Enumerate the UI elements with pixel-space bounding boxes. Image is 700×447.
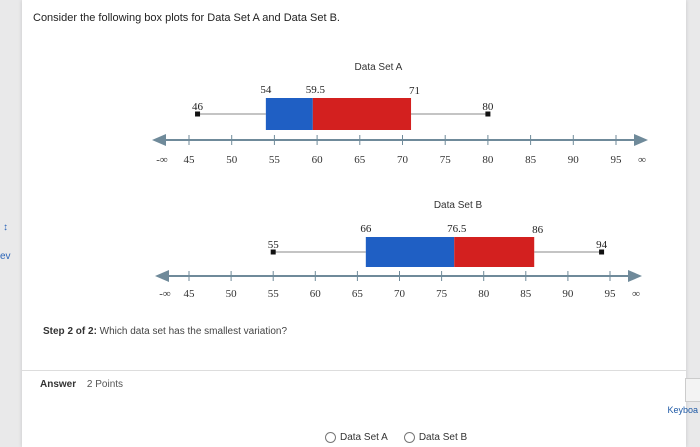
keyboard-tab[interactable] <box>685 378 700 402</box>
radio-data-set-b[interactable] <box>403 432 415 443</box>
tick-label: 75 <box>436 288 448 300</box>
tick-label: 55 <box>269 154 281 166</box>
lower-box <box>265 98 313 130</box>
step-label: Step 2 of 2: <box>43 326 97 337</box>
tick-label: 70 <box>394 288 406 300</box>
max-marker <box>485 111 491 117</box>
tick-label: ∞ <box>632 288 640 300</box>
lower-box <box>365 237 455 267</box>
tick-label: 60 <box>312 154 324 166</box>
min-label: 55 <box>268 239 280 251</box>
min-marker <box>195 111 201 117</box>
min-marker <box>270 249 276 255</box>
tick-label: 85 <box>520 288 532 300</box>
box-plot-data-set-a: -∞ 45 50 55 60 65 70 75 80 85 90 95 ∞ Data Set A 46 80 5… <box>152 62 648 166</box>
tick-label: 80 <box>478 288 490 300</box>
plot-title: Data Set A <box>355 62 403 73</box>
tick-label: 45 <box>184 288 196 300</box>
tick-label: 95 <box>605 288 617 300</box>
tick-label: 95 <box>611 154 623 166</box>
answer-label: Answer <box>40 379 77 390</box>
box-plot-data-set-b: -∞ 45 50 55 60 65 70 75 80 85 90 95 ∞ Data Set B 55 94 6… <box>155 200 642 300</box>
left-arrow <box>152 134 166 146</box>
q3-label: 71 <box>409 85 420 97</box>
answer-options: Data Set A Data Set B <box>325 432 467 443</box>
tick-label: 90 <box>562 288 574 300</box>
option-data-set-a[interactable]: Data Set A <box>325 432 388 443</box>
tick-label: 55 <box>268 288 280 300</box>
tick-label: 75 <box>440 154 452 166</box>
question-text: Consider the following box plots for Dat… <box>33 12 340 24</box>
upper-box <box>454 237 535 267</box>
tick-label: 50 <box>226 154 238 166</box>
q3-label: 86 <box>532 224 544 236</box>
collapse-icon[interactable]: ↕ <box>3 222 8 233</box>
max-label: 94 <box>596 239 608 251</box>
points-label: 2 Points <box>86 379 124 390</box>
tick-label: 65 <box>354 154 366 166</box>
option-data-set-b-label: Data Set B <box>418 432 468 443</box>
step-question: Which data set has the smallest variatio… <box>96 326 287 337</box>
option-data-set-a-label: Data Set A <box>340 432 388 443</box>
tick-label: -∞ <box>159 288 171 300</box>
keyboard-link[interactable]: Keyboa <box>667 405 698 415</box>
tick-label: 50 <box>226 288 238 300</box>
q1-label: 54 <box>260 84 272 96</box>
right-arrow <box>628 270 642 282</box>
max-label: 80 <box>482 101 494 113</box>
left-edge-label: ev <box>0 251 11 262</box>
tick-label: 70 <box>397 154 409 166</box>
q1-label: 66 <box>360 223 372 235</box>
tick-label: 45 <box>184 154 196 166</box>
tick-label: 80 <box>482 154 494 166</box>
upper-box <box>312 98 412 130</box>
tick-label: 65 <box>352 288 364 300</box>
answer-divider <box>22 370 686 371</box>
tick-label: 60 <box>310 288 322 300</box>
left-arrow <box>155 270 169 282</box>
plot-title: Data Set B <box>434 200 483 211</box>
median-label: 59.5 <box>306 84 326 96</box>
min-label: 46 <box>192 101 204 113</box>
question-panel <box>22 0 686 447</box>
max-marker <box>599 249 605 255</box>
median-label: 76.5 <box>447 223 467 235</box>
step-prompt: Step 2 of 2: Which data set has the smal… <box>43 326 287 337</box>
tick-label: -∞ <box>156 154 168 166</box>
answer-header: Answer 2 Points <box>40 379 123 390</box>
radio-data-set-a[interactable] <box>325 432 336 443</box>
tick-label: 85 <box>525 154 537 166</box>
tick-label: 90 <box>568 154 580 166</box>
option-data-set-b[interactable]: Data Set B <box>403 432 468 443</box>
right-arrow <box>634 134 648 146</box>
tick-label: ∞ <box>638 154 646 166</box>
